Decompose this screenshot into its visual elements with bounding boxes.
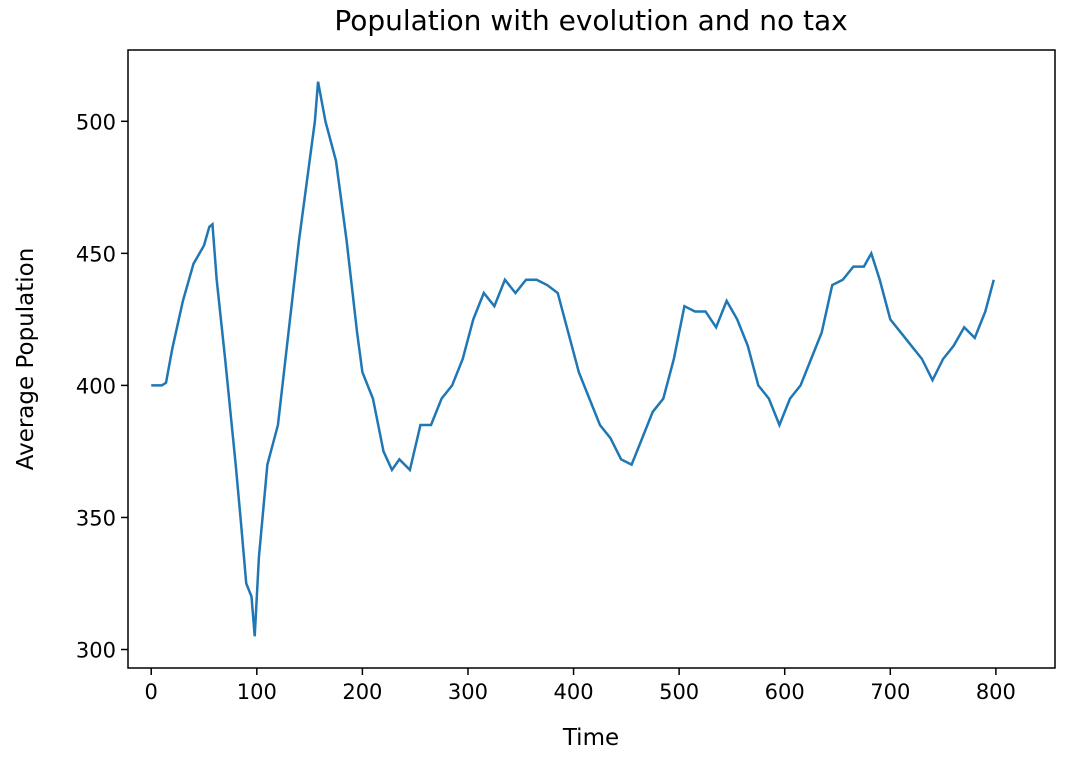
x-tick-label: 0 (145, 680, 158, 704)
chart-title: Population with evolution and no tax (334, 4, 847, 37)
plot-frame (127, 49, 1056, 669)
x-axis-label: Time (562, 725, 619, 751)
x-tick-label: 300 (448, 680, 488, 704)
y-tick-label: 300 (76, 639, 116, 663)
x-tick-label: 200 (342, 680, 382, 704)
x-tick-label: 100 (237, 680, 277, 704)
x-tick-label: 500 (659, 680, 699, 704)
y-axis-label: Average Population (13, 248, 39, 471)
y-tick-label: 400 (76, 374, 116, 398)
y-tick-label: 350 (76, 506, 116, 530)
y-tick-label: 450 (76, 242, 116, 266)
x-tick-label: 400 (554, 680, 594, 704)
y-tick-label: 500 (76, 110, 116, 134)
x-tick-label: 800 (976, 680, 1016, 704)
x-tick-label: 700 (870, 680, 910, 704)
data-line (151, 81, 995, 637)
x-tick-label: 600 (765, 680, 805, 704)
